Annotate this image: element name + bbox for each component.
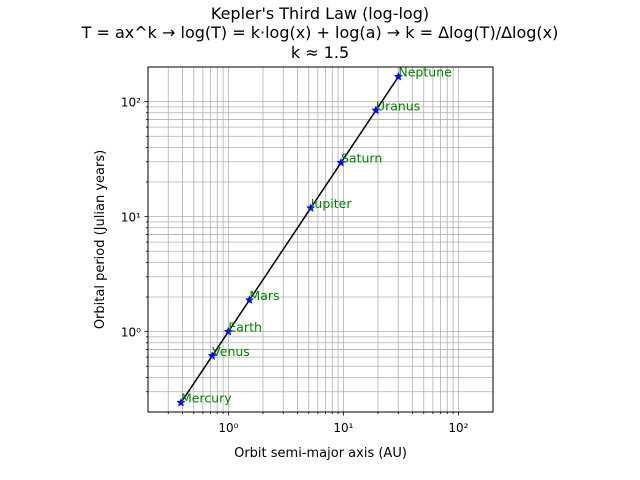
star-marker-jupiter [306, 203, 316, 213]
x-tick-label: 10² [448, 421, 468, 435]
point-label-earth: Earth [228, 320, 262, 335]
plot-frame [147, 66, 494, 413]
point-label-uranus: Uranus [376, 98, 420, 113]
series-line [180, 76, 399, 404]
point-label-neptune: Neptune [398, 65, 452, 80]
chart-title-line-1: Kepler's Third Law (log-log) [210, 4, 430, 23]
grid-lines [148, 67, 493, 412]
y-tick-label: 10² [121, 96, 141, 110]
point-label-jupiter: Jupiter [310, 196, 353, 211]
star-marker-earth [223, 326, 234, 336]
x-axis-label: Orbit semi-major axis (AU) [234, 446, 407, 461]
y-tick-label: 10¹ [121, 211, 141, 225]
star-marker-mercury [176, 397, 186, 407]
point-label-mars: Mars [249, 288, 279, 303]
star-marker-saturn [336, 157, 346, 167]
star-marker-uranus [371, 105, 381, 115]
y-axis-label: Orbital period (Julian years) [93, 150, 108, 329]
point-label-mercury: Mercury [181, 391, 232, 406]
y-tick-label: 10⁰ [121, 326, 141, 340]
x-tick-label: 10⁰ [218, 421, 238, 435]
data-series: Mercury Venus Earth Mars Jupiter Saturn Uranus… [176, 65, 452, 407]
x-tick-label: 10¹ [333, 421, 353, 435]
chart-title-line-2: T = ax^k → log(T) = k·log(x) + log(a) → … [81, 23, 559, 42]
axis-ticks: 10⁰ 10¹ 10² 10⁰ 10¹ 10² [121, 96, 469, 435]
chart-title-line-3: k ≈ 1.5 [290, 43, 350, 62]
point-label-venus: Venus [212, 344, 250, 359]
star-marker-venus [207, 351, 217, 360]
star-marker-neptune [393, 71, 403, 81]
star-marker-mars [244, 295, 255, 304]
point-label-saturn: Saturn [341, 151, 382, 166]
